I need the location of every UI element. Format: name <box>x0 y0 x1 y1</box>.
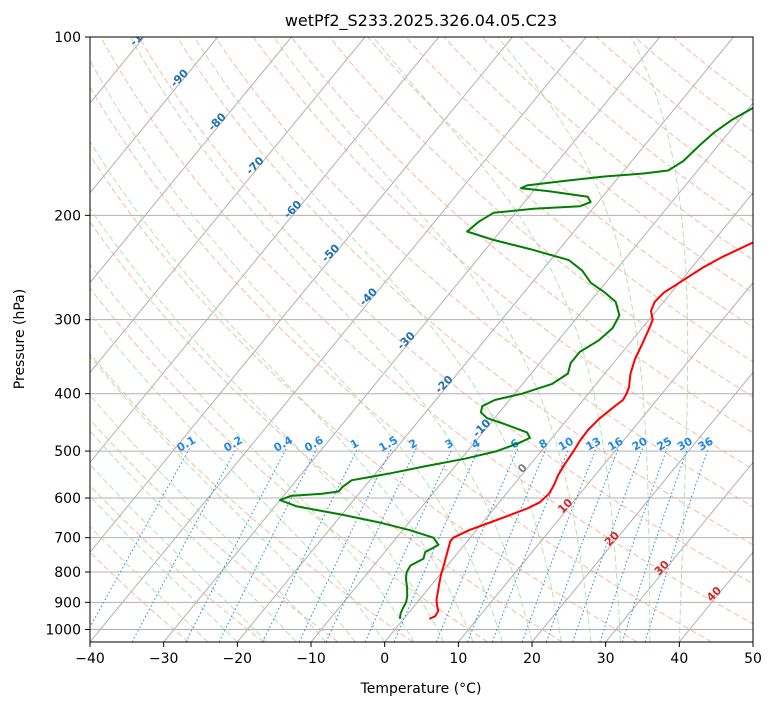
dry-adiabat-line <box>90 221 563 642</box>
isotherm-label: -100 <box>127 20 156 49</box>
mixing-ratio-line <box>435 448 519 642</box>
moist-adiabat-line <box>90 430 297 642</box>
isotherm-line <box>163 37 661 642</box>
x-tick-label: 0 <box>380 651 389 667</box>
isotherm-line <box>384 192 753 642</box>
dry-adiabat-line <box>138 37 753 585</box>
isotherm-line <box>90 37 587 642</box>
mixing-ratio-line <box>621 448 689 642</box>
dewpoint-profile-line <box>279 106 753 620</box>
isotherm-line <box>90 37 440 464</box>
mixing-ratio-line <box>185 448 287 642</box>
isotherm-line <box>0 24 8 642</box>
dry-adiabat-line <box>519 37 753 228</box>
isotherm-line <box>90 37 293 284</box>
x-tick-label: −10 <box>296 651 326 667</box>
isotherm-line <box>457 281 753 642</box>
x-tick-label: 50 <box>744 651 762 667</box>
mixing-ratio-line <box>298 448 392 642</box>
isotherm-line <box>310 102 753 642</box>
chart-title: wetPf2_S233.2025.326.04.05.C23 <box>285 11 557 31</box>
y-tick-label: 600 <box>54 491 81 507</box>
moist-adiabat-line <box>497 37 651 642</box>
y-tick-label: 900 <box>54 595 81 611</box>
dry-adiabat-line <box>90 86 712 642</box>
mixing-ratio-line <box>599 448 668 642</box>
mixing-ratio-line <box>521 448 597 642</box>
plot-frame <box>89 36 754 643</box>
dry-adiabat-line <box>90 484 264 642</box>
mixing-ratio-line <box>572 448 643 642</box>
x-tick-label: 40 <box>670 651 688 667</box>
y-tick-label: 500 <box>54 444 81 460</box>
temperature-profile-line <box>428 241 753 620</box>
x-tick-label: −30 <box>149 651 179 667</box>
y-tick-label: 1000 <box>45 622 81 638</box>
isotherm-line <box>752 641 753 642</box>
moist-adiabat-line <box>129 37 533 642</box>
moist-adiabat-line <box>372 37 621 642</box>
x-tick-label: −20 <box>223 651 253 667</box>
dry-adiabat-line <box>100 37 753 625</box>
isotherm-line <box>90 37 366 374</box>
y-tick-label: 200 <box>54 208 81 224</box>
x-tick-label: 30 <box>597 651 615 667</box>
y-tick-label: 700 <box>54 531 81 547</box>
y-tick-label: 800 <box>54 565 81 581</box>
dry-adiabat-line <box>366 37 753 363</box>
dry-adiabat-line <box>90 154 638 642</box>
moist-adiabat-line <box>90 355 356 642</box>
moist-adiabat-line <box>90 263 415 642</box>
moist-adiabat-line <box>193 37 562 642</box>
mixing-ratio-line <box>325 448 417 642</box>
mixing-ratio-line <box>644 448 709 642</box>
moist-adiabat-line <box>90 463 268 642</box>
dry-adiabat-line <box>557 37 753 196</box>
isotherm-line <box>90 37 514 553</box>
x-tick-label: 20 <box>523 651 541 667</box>
dry-adiabat-line <box>481 37 753 261</box>
mixing-ratio-line <box>218 448 318 642</box>
moist-adiabat-line <box>90 140 474 642</box>
isotherm-line <box>531 371 753 642</box>
mixing-ratio-line <box>545 448 619 642</box>
moist-adiabat-line <box>90 207 445 642</box>
isotherm-line <box>90 37 219 194</box>
moist-adiabat-line <box>630 37 689 642</box>
mixing-ratio-line <box>467 448 547 642</box>
x-axis-label: Temperature (°C) <box>360 681 482 697</box>
x-tick-label: −40 <box>75 651 105 667</box>
dry-adiabat-line <box>176 37 753 546</box>
y-axis-label: Pressure (hPa) <box>12 289 28 389</box>
isotherm-line <box>236 37 735 642</box>
y-tick-label: 300 <box>54 313 81 329</box>
y-tick-label: 100 <box>54 30 81 46</box>
plot-background <box>90 37 753 642</box>
moist-adiabat-line <box>273 37 592 642</box>
isotherm-line <box>605 461 753 642</box>
dry-adiabat-line <box>90 418 339 642</box>
moist-adiabat-line <box>90 394 327 642</box>
moist-adiabat-line <box>90 59 503 642</box>
x-tick-label: 10 <box>449 651 467 667</box>
y-tick-label: 400 <box>54 387 81 403</box>
